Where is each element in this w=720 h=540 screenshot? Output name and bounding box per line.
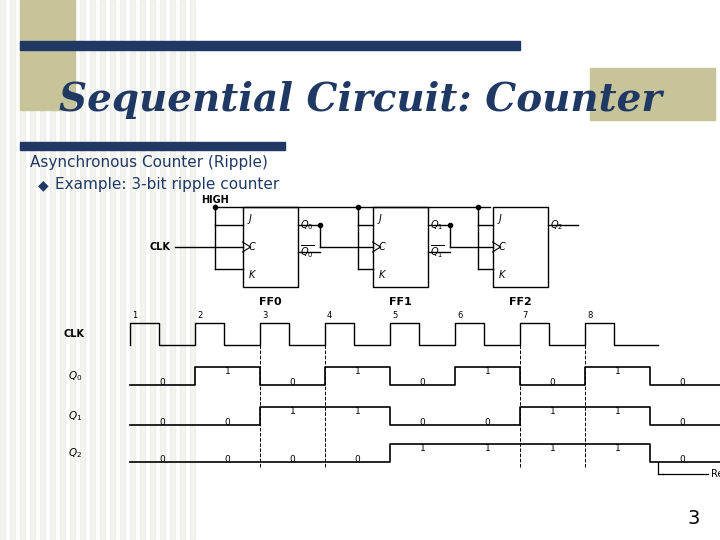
Bar: [20, 41, 520, 50]
Bar: [190, 0, 195, 540]
Bar: [120, 0, 125, 540]
Text: 1: 1: [132, 311, 138, 320]
Text: K: K: [498, 270, 505, 280]
Text: 6: 6: [457, 311, 462, 320]
Bar: [130, 0, 135, 540]
Bar: [492, 207, 547, 287]
Text: 0: 0: [680, 378, 685, 387]
Text: 0: 0: [289, 378, 295, 387]
Bar: [372, 207, 428, 287]
Text: 0: 0: [160, 418, 166, 427]
Text: 0: 0: [549, 378, 555, 387]
Text: $\overline{Q_1}$: $\overline{Q_1}$: [431, 244, 445, 260]
Text: 1: 1: [485, 367, 490, 376]
Text: $Q_1$: $Q_1$: [431, 218, 444, 232]
Text: 1: 1: [615, 407, 621, 416]
Text: 1: 1: [485, 444, 490, 453]
Text: C: C: [248, 242, 256, 252]
Bar: [20, 142, 285, 150]
Text: $Q_2$: $Q_2$: [551, 218, 564, 232]
Bar: [140, 0, 145, 540]
Bar: [90, 0, 95, 540]
Text: CLK: CLK: [64, 329, 85, 339]
Bar: [60, 0, 65, 540]
Bar: [0, 0, 5, 540]
Text: J: J: [498, 214, 501, 224]
Text: $\overline{Q_0}$: $\overline{Q_0}$: [300, 244, 315, 260]
Bar: [243, 207, 297, 287]
Text: 2: 2: [197, 311, 202, 320]
Text: 0: 0: [680, 418, 685, 427]
Text: C: C: [498, 242, 505, 252]
Text: Recycles back to 0: Recycles back to 0: [711, 469, 720, 479]
Text: 0: 0: [355, 455, 361, 464]
Text: J: J: [379, 214, 382, 224]
Bar: [160, 0, 165, 540]
Text: 0: 0: [289, 455, 295, 464]
Bar: [30, 0, 35, 540]
Text: 0: 0: [420, 418, 426, 427]
Text: 1: 1: [289, 407, 295, 416]
Text: 0: 0: [225, 418, 230, 427]
Bar: [100, 0, 105, 540]
Text: C: C: [379, 242, 385, 252]
Text: 3: 3: [262, 311, 267, 320]
Text: 0: 0: [420, 378, 426, 387]
Text: FF0: FF0: [258, 297, 282, 307]
Text: 5: 5: [392, 311, 397, 320]
Text: 0: 0: [160, 378, 166, 387]
Text: 3: 3: [688, 509, 700, 528]
Bar: [150, 0, 155, 540]
Text: ◆: ◆: [38, 178, 49, 192]
Bar: [70, 0, 75, 540]
Text: K: K: [248, 270, 255, 280]
Text: Example: 3-bit ripple counter: Example: 3-bit ripple counter: [55, 178, 279, 192]
Text: 0: 0: [485, 418, 490, 427]
Text: $Q_0$: $Q_0$: [300, 218, 314, 232]
Text: 1: 1: [355, 407, 361, 416]
Bar: [180, 0, 185, 540]
Bar: [20, 0, 75, 110]
Text: 1: 1: [549, 407, 555, 416]
Text: 1: 1: [225, 367, 230, 376]
Bar: [590, 68, 715, 120]
Text: 4: 4: [327, 311, 332, 320]
Bar: [10, 0, 15, 540]
Text: FF1: FF1: [389, 297, 411, 307]
Text: 7: 7: [522, 311, 527, 320]
Text: 0: 0: [160, 455, 166, 464]
Text: J: J: [248, 214, 251, 224]
Bar: [80, 0, 85, 540]
Text: 1: 1: [355, 367, 361, 376]
Bar: [20, 0, 25, 540]
Text: Sequential Circuit: Counter: Sequential Circuit: Counter: [58, 81, 662, 119]
Text: 1: 1: [549, 444, 555, 453]
Bar: [110, 0, 115, 540]
Text: 1: 1: [420, 444, 426, 453]
Text: CLK: CLK: [149, 242, 170, 252]
Text: 0: 0: [225, 455, 230, 464]
Text: $Q_0$: $Q_0$: [68, 369, 82, 383]
Text: $Q_2$: $Q_2$: [68, 446, 82, 460]
Text: 0: 0: [680, 455, 685, 464]
Bar: [170, 0, 175, 540]
Text: FF2: FF2: [508, 297, 531, 307]
Text: 1: 1: [615, 367, 621, 376]
Bar: [40, 0, 45, 540]
Bar: [50, 0, 55, 540]
Text: 1: 1: [615, 444, 621, 453]
Text: K: K: [379, 270, 385, 280]
Text: $Q_1$: $Q_1$: [68, 409, 82, 423]
Text: Asynchronous Counter (Ripple): Asynchronous Counter (Ripple): [30, 154, 268, 170]
Text: 8: 8: [587, 311, 593, 320]
Text: HIGH: HIGH: [201, 195, 229, 205]
